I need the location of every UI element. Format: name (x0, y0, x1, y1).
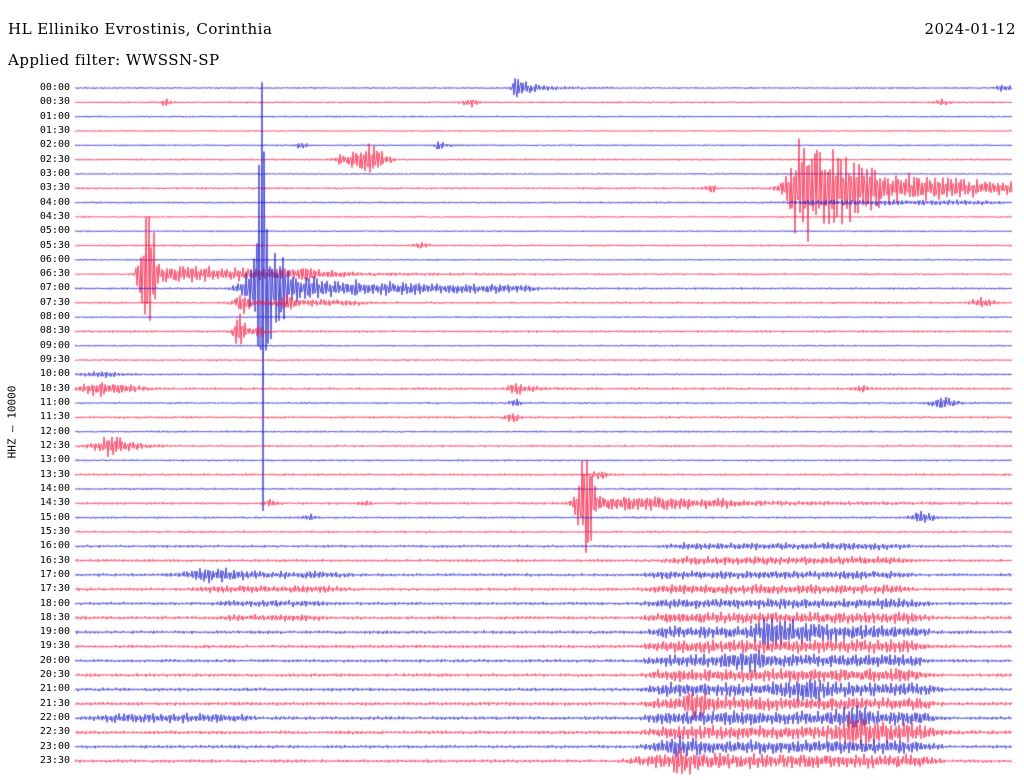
time-label-17:00: 17:00 (39, 568, 70, 580)
time-label-18:00: 18:00 (39, 597, 70, 609)
time-label-21:30: 21:30 (39, 697, 70, 709)
time-label-14:30: 14:30 (39, 497, 70, 509)
time-label-22:30: 22:30 (39, 726, 70, 738)
time-label-17:30: 17:30 (39, 583, 70, 595)
time-label-01:00: 01:00 (39, 110, 70, 122)
time-label-18:30: 18:30 (39, 611, 70, 623)
time-label-03:00: 03:00 (39, 167, 70, 179)
time-label-21:00: 21:00 (39, 683, 70, 695)
time-label-06:30: 06:30 (39, 268, 70, 280)
applied-filter: Applied filter: WWSSN-SP (8, 51, 220, 69)
time-label-08:00: 08:00 (39, 311, 70, 323)
time-label-04:00: 04:00 (39, 196, 70, 208)
time-label-13:30: 13:30 (39, 468, 70, 480)
time-axis: 00:00 00:30 01:00 01:30 02:00 02:30 03:00 03:30… (0, 0, 72, 780)
time-label-13:00: 13:00 (39, 454, 70, 466)
time-label-15:00: 15:00 (39, 511, 70, 523)
time-label-05:00: 05:00 (39, 225, 70, 237)
time-label-12:30: 12:30 (39, 440, 70, 451)
time-label-00:00: 00:00 (39, 82, 70, 93)
time-label-11:00: 11:00 (39, 397, 70, 409)
time-label-09:30: 09:30 (39, 354, 70, 366)
time-label-03:30: 03:30 (39, 182, 70, 194)
time-label-14:00: 14:00 (39, 482, 70, 494)
time-label-16:30: 16:30 (39, 554, 70, 566)
time-label-08:30: 08:30 (39, 325, 70, 337)
time-label-00:30: 00:30 (39, 96, 70, 108)
time-label-05:30: 05:30 (39, 239, 70, 251)
station-title: HL Elliniko Evrostinis, Corinthia (8, 20, 273, 38)
time-label-07:00: 07:00 (39, 282, 70, 294)
time-label-11:30: 11:30 (39, 411, 70, 423)
time-label-10:30: 10:30 (39, 382, 70, 394)
time-label-23:00: 23:00 (39, 740, 70, 752)
time-label-20:00: 20:00 (39, 654, 70, 666)
time-label-07:30: 07:30 (39, 296, 70, 308)
time-label-19:30: 19:30 (39, 640, 70, 652)
time-label-15:30: 15:30 (39, 525, 70, 537)
time-label-02:30: 02:30 (39, 153, 70, 165)
time-label-10:00: 10:00 (39, 368, 70, 380)
time-label-22:00: 22:00 (39, 712, 70, 724)
time-label-19:00: 19:00 (39, 626, 70, 638)
record-date: 2024-01-12 (924, 20, 1016, 38)
time-label-20:30: 20:30 (39, 669, 70, 681)
time-label-12:00: 12:00 (39, 425, 70, 437)
time-label-06:00: 06:00 (39, 253, 70, 265)
time-label-04:30: 04:30 (39, 210, 70, 222)
time-label-01:30: 01:30 (39, 124, 70, 136)
time-label-16:00: 16:00 (39, 540, 70, 552)
time-label-23:30: 23:30 (39, 755, 70, 767)
time-label-09:00: 09:00 (39, 339, 70, 351)
time-label-02:00: 02:00 (39, 139, 70, 151)
